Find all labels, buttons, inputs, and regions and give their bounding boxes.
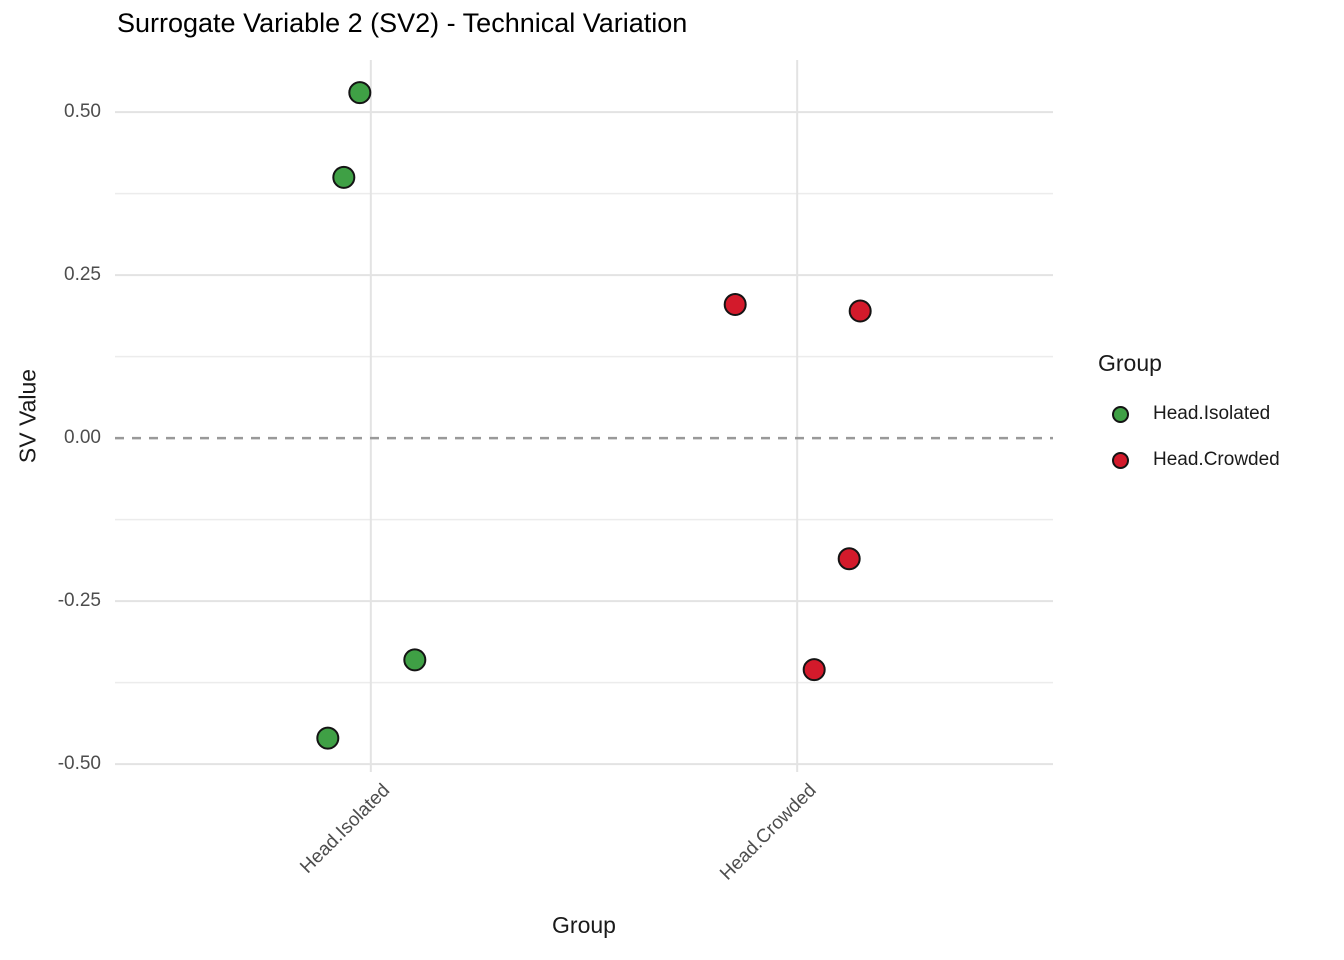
legend-dot-red-icon	[1112, 451, 1129, 469]
chart-title: Surrogate Variable 2 (SV2) - Technical V…	[117, 8, 688, 38]
data-point-head-crowded	[802, 658, 826, 682]
data-point-head-isolated	[348, 81, 372, 105]
data-point-head-crowded	[723, 293, 747, 317]
y-tick-label-0.50: 0.50	[64, 101, 101, 122]
legend-label-head-isolated: Head.Isolated	[1153, 403, 1271, 424]
y-tick-label-0.25: 0.25	[64, 264, 101, 285]
y-tick-label-0.00: 0.00	[64, 427, 101, 448]
legend-label-head-crowded: Head.Crowded	[1153, 449, 1280, 470]
legend-item-head-isolated: Head.Isolated	[1112, 400, 1270, 428]
x-axis-title: Group	[552, 912, 616, 938]
legend-dot-green-icon	[1112, 405, 1129, 423]
data-point-head-isolated	[332, 165, 356, 189]
legend-title: Group	[1098, 350, 1162, 376]
data-point-head-crowded	[837, 547, 861, 571]
legend-item-head-crowded: Head.Crowded	[1112, 446, 1280, 474]
y-axis-title: SV Value	[14, 368, 41, 464]
data-point-head-isolated	[403, 648, 427, 672]
y-tick-label--0.25: -0.25	[57, 590, 101, 611]
y-tick-label--0.50: -0.50	[57, 753, 101, 774]
data-point-head-crowded	[848, 299, 872, 323]
data-point-head-isolated	[316, 726, 340, 750]
